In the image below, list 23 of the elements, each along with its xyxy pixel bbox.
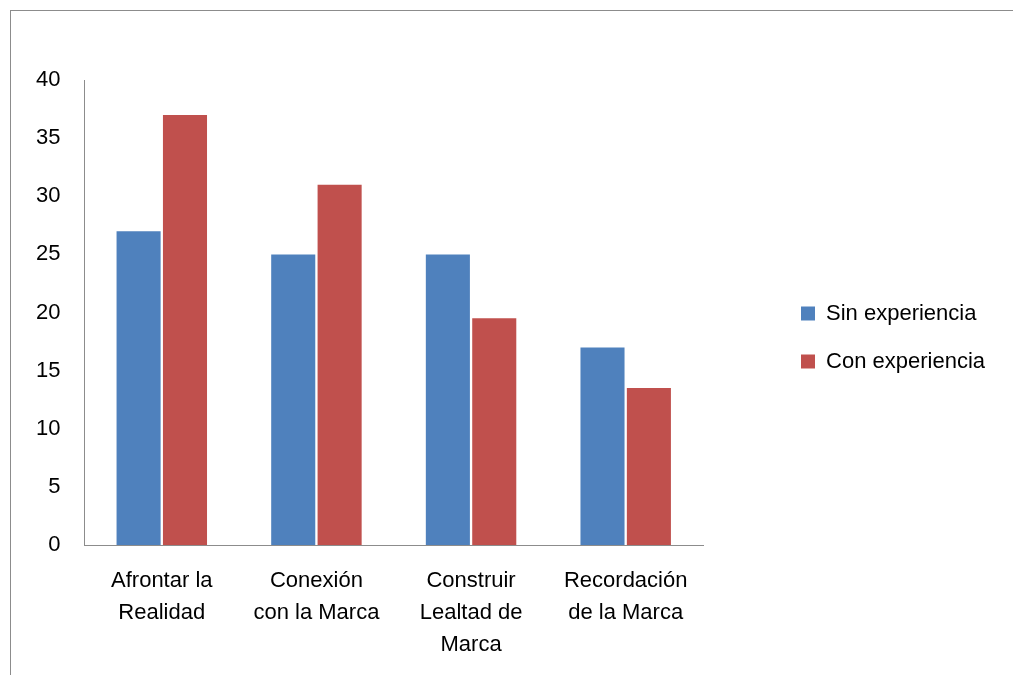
y-tick-label: 35	[35, 124, 61, 150]
bar	[626, 388, 671, 545]
y-tick-label: 20	[35, 298, 61, 324]
bar	[317, 184, 362, 545]
legend-label: Con experiencia	[826, 347, 986, 373]
bar	[425, 254, 470, 545]
x-tick-label: Conexión con la Marca	[253, 567, 381, 624]
x-tick-label: Afrontar la Realidad	[111, 567, 214, 624]
bar	[580, 347, 625, 545]
y-tick-label: 40	[35, 66, 61, 92]
legend-label: Sin experiencia	[826, 299, 978, 325]
x-tick-label: Recordación de la Marca	[563, 567, 688, 624]
bar	[116, 231, 161, 545]
bar	[472, 318, 517, 545]
y-tick-label: 25	[35, 240, 61, 266]
bar	[271, 254, 316, 545]
y-tick-label: 15	[35, 356, 61, 382]
y-tick-label: 10	[35, 414, 61, 440]
y-tick-label: 5	[48, 472, 61, 498]
bar	[162, 114, 208, 545]
x-tick-label: Construir Lealtad de Marca	[419, 567, 523, 656]
y-tick-label: 30	[35, 182, 61, 208]
y-tick-label: 0	[48, 531, 61, 557]
